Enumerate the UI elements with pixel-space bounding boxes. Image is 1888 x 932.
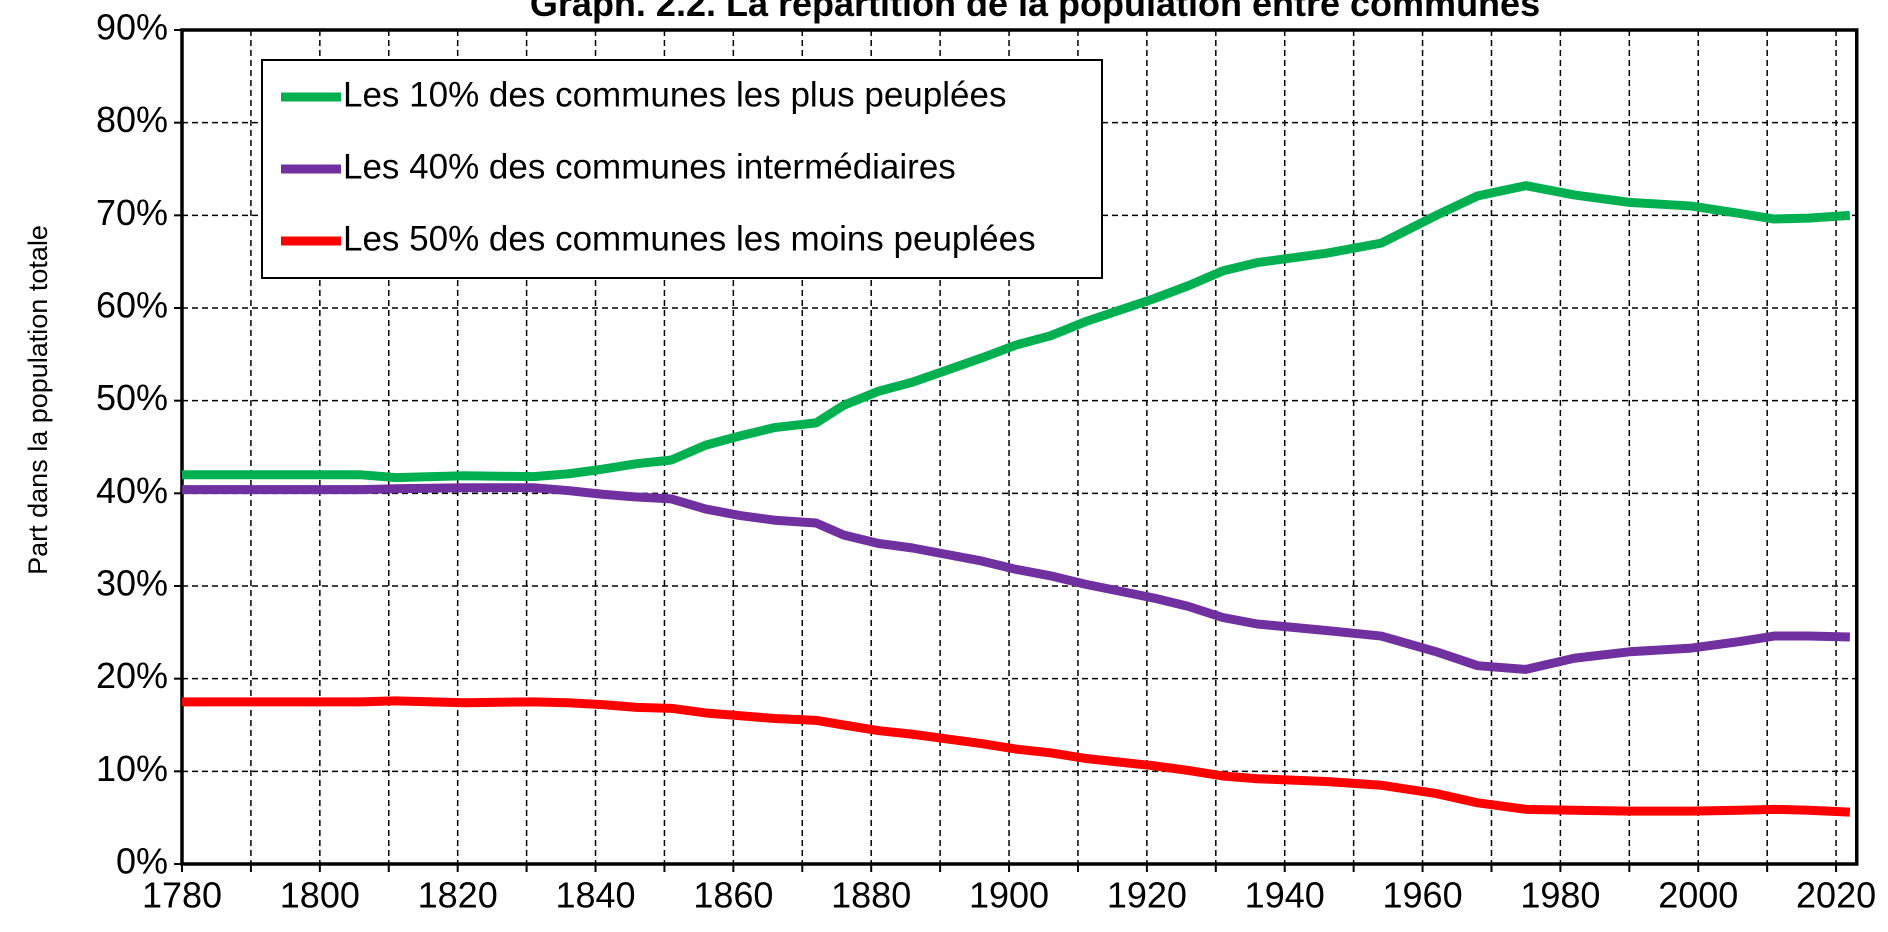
chart-title: Graph. 2.2. La répartition de la populat… — [530, 0, 1540, 24]
x-tick-label: 1880 — [831, 875, 911, 916]
x-tick-label: 1920 — [1107, 875, 1187, 916]
y-tick-label: 30% — [96, 563, 168, 604]
legend-label: Les 40% des communes intermédiaires — [343, 147, 956, 186]
x-tick-label: 1960 — [1383, 875, 1463, 916]
y-tick-label: 40% — [96, 470, 168, 511]
plot-frame — [180, 28, 1859, 866]
y-tick-label: 80% — [96, 99, 168, 140]
y-tick-label: 60% — [96, 285, 168, 326]
series-line — [182, 483, 1850, 674]
y-tick-label: 20% — [96, 655, 168, 696]
legend-box — [261, 59, 1103, 279]
x-tick-label: 1860 — [693, 875, 773, 916]
x-tick-label: 1840 — [555, 875, 635, 916]
x-tick-label: 1940 — [1245, 875, 1325, 916]
legend-label: Les 50% des communes les moins peuplées — [343, 219, 1036, 258]
x-tick-label: 1900 — [969, 875, 1049, 916]
legend-label: Les 10% des communes les plus peuplées — [343, 75, 1006, 114]
y-tick-label: 90% — [96, 7, 168, 48]
y-tick-label: 50% — [96, 377, 168, 418]
y-tick-label: 70% — [96, 192, 168, 233]
x-tick-label: 1780 — [142, 875, 222, 916]
y-axis-label: Part dans la population totale — [23, 225, 53, 575]
x-tick-label: 2020 — [1796, 875, 1876, 916]
x-tick-label: 1800 — [280, 875, 360, 916]
y-tick-label: 10% — [96, 748, 168, 789]
series-line — [182, 181, 1851, 483]
x-tick-label: 2000 — [1658, 875, 1738, 916]
series-line — [182, 696, 1851, 817]
y-tick-label: 0% — [116, 841, 168, 882]
x-tick-label: 1980 — [1520, 875, 1600, 916]
x-tick-label: 1820 — [418, 875, 498, 916]
